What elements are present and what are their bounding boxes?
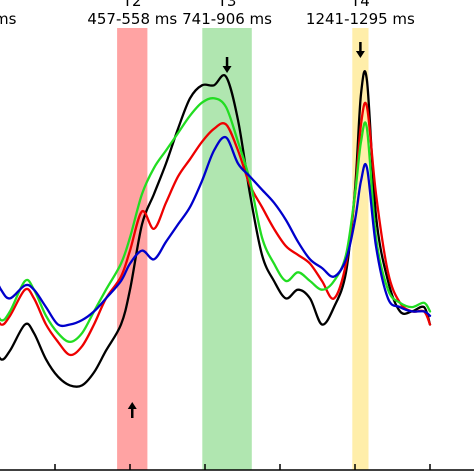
window-range-t1: ms	[0, 10, 17, 28]
window-range-t2: 457-558 ms	[87, 10, 177, 28]
window-band-t4	[352, 28, 369, 470]
time-windows	[117, 28, 369, 470]
series-line-3	[0, 97, 432, 344]
waveform-series	[0, 70, 432, 388]
arrow-head-t3	[222, 66, 232, 73]
window-range-t4: 1241-1295 ms	[306, 10, 415, 28]
arrow-head-t4	[355, 51, 365, 58]
arrow-head-t2	[127, 402, 137, 409]
window-range-t3: 741-906 ms	[182, 10, 272, 28]
window-band-t2	[117, 28, 148, 470]
series-line-1	[0, 70, 432, 388]
window-band-t3	[202, 28, 252, 470]
window-name-t4: T4	[350, 0, 370, 10]
x-axis	[0, 464, 474, 471]
series-line-4	[0, 135, 432, 328]
series-line-2	[0, 101, 432, 357]
window-name-t3: T3	[217, 0, 237, 10]
window-name-t2: T2	[122, 0, 142, 10]
